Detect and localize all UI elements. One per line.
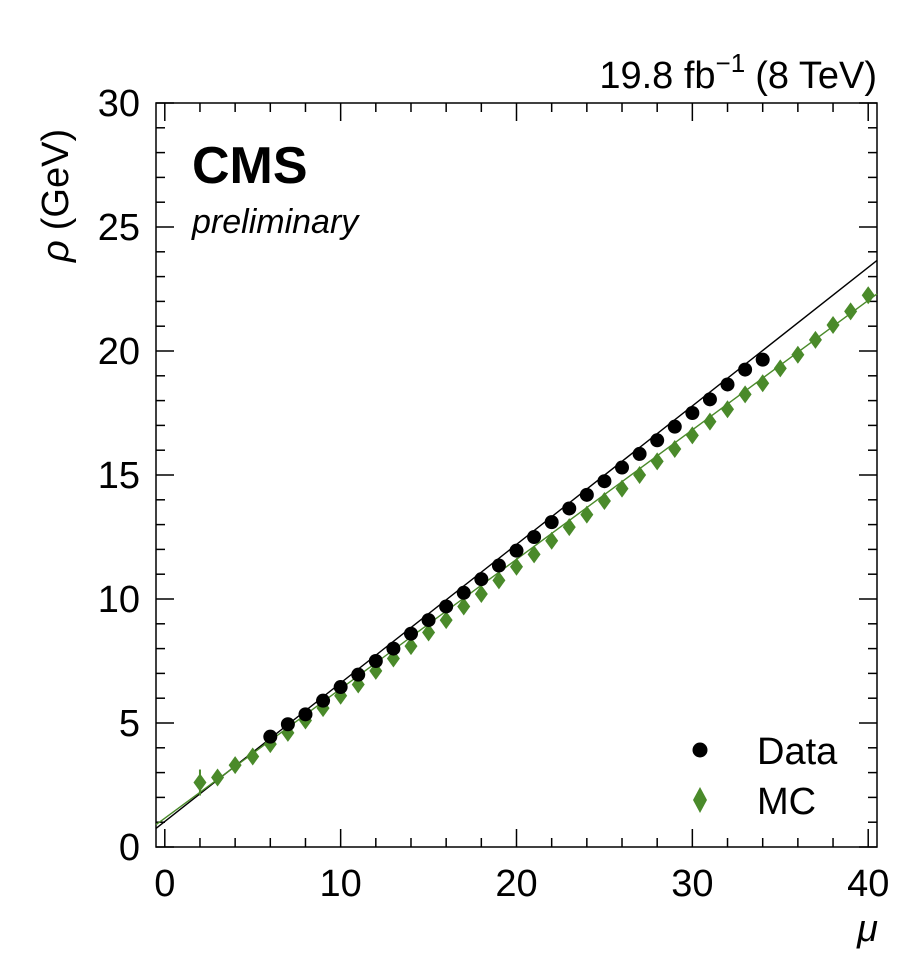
x-tick-label: 0 bbox=[154, 863, 175, 905]
x-tick-label: 30 bbox=[671, 863, 713, 905]
mc-point bbox=[808, 330, 822, 349]
mc-point bbox=[668, 439, 682, 458]
x-tick-label: 20 bbox=[495, 863, 537, 905]
x-axis-title: μ bbox=[856, 908, 878, 950]
data-point bbox=[368, 654, 383, 668]
data-point bbox=[333, 680, 348, 695]
y-tick-label: 0 bbox=[119, 827, 140, 869]
experiment-label: CMS bbox=[192, 137, 308, 195]
data-point bbox=[280, 717, 295, 732]
data-point bbox=[263, 729, 278, 744]
x-tick-label: 40 bbox=[847, 863, 889, 905]
mc-point bbox=[615, 479, 629, 498]
status-label: preliminary bbox=[191, 203, 360, 241]
mc-point bbox=[422, 623, 436, 642]
data-point bbox=[421, 613, 436, 628]
legend-data-label: Data bbox=[757, 731, 838, 773]
legend-mc-marker bbox=[693, 787, 707, 813]
data-point bbox=[685, 406, 700, 420]
mc-point bbox=[492, 571, 506, 590]
legend-mc-label: MC bbox=[757, 781, 816, 823]
data-point bbox=[439, 599, 454, 614]
data-point bbox=[755, 352, 770, 367]
y-axis-symbol: ρ bbox=[35, 240, 77, 263]
mc-point bbox=[562, 518, 576, 537]
mc-point bbox=[861, 286, 875, 305]
mc-point bbox=[439, 611, 453, 630]
mc-point bbox=[580, 505, 594, 524]
data-point bbox=[298, 707, 313, 722]
data-point bbox=[720, 377, 735, 392]
luminosity-energy-label: 19.8 fb−1 (8 TeV) bbox=[599, 48, 877, 97]
mc-point bbox=[844, 302, 858, 321]
axis-tick-labels: 0 10 20 30 40 0 5 10 15 20 25 30 bbox=[98, 83, 890, 905]
y-tick-label: 15 bbox=[98, 455, 140, 497]
data-point bbox=[650, 433, 665, 448]
data-point bbox=[632, 446, 647, 461]
mc-point bbox=[703, 412, 717, 431]
mc-point bbox=[527, 545, 541, 564]
y-axis-title: ρ (GeV) bbox=[35, 129, 77, 263]
legend-data-marker bbox=[692, 742, 708, 758]
y-axis-unit: (GeV) bbox=[35, 129, 77, 230]
mc-point bbox=[211, 768, 225, 787]
data-point bbox=[316, 693, 331, 708]
mc-point bbox=[650, 452, 664, 471]
y-tick-label: 5 bbox=[119, 703, 140, 745]
data-point bbox=[509, 543, 524, 558]
mc-point bbox=[685, 426, 699, 445]
mc-point bbox=[773, 359, 787, 378]
lumi-energy: (8 TeV) bbox=[755, 55, 877, 97]
data-point bbox=[702, 392, 717, 407]
data-point bbox=[491, 558, 506, 573]
legend: Data MC bbox=[692, 731, 838, 823]
mc-point bbox=[738, 385, 752, 404]
mc-point bbox=[826, 315, 840, 334]
data-point bbox=[667, 419, 682, 434]
data-point bbox=[456, 585, 471, 600]
data-point bbox=[544, 515, 559, 530]
mc-point bbox=[597, 492, 611, 511]
mc-point bbox=[246, 747, 260, 766]
y-tick-label: 20 bbox=[98, 331, 140, 373]
mc-point bbox=[404, 637, 418, 656]
y-tick-label: 30 bbox=[98, 83, 140, 125]
mc-point bbox=[756, 374, 770, 393]
data-point bbox=[615, 460, 630, 475]
mc-point bbox=[721, 400, 735, 419]
x-tick-label: 10 bbox=[320, 863, 362, 905]
mc-point bbox=[228, 756, 242, 775]
mc-point bbox=[457, 597, 471, 616]
data-point bbox=[562, 501, 577, 516]
data-point bbox=[474, 572, 489, 587]
data-points bbox=[193, 286, 875, 796]
axis-ticks bbox=[156, 102, 877, 848]
y-tick-label: 25 bbox=[98, 207, 140, 249]
data-point bbox=[579, 487, 594, 502]
mc-point bbox=[474, 585, 488, 604]
data-point bbox=[403, 626, 418, 641]
data-point bbox=[527, 530, 542, 544]
data-point bbox=[386, 641, 401, 656]
data-point bbox=[351, 667, 366, 682]
y-tick-label: 10 bbox=[98, 579, 140, 621]
mc-point bbox=[633, 466, 647, 484]
mc-point bbox=[545, 531, 559, 550]
mc-point bbox=[791, 345, 805, 364]
mc-point bbox=[193, 773, 207, 792]
lumi-value: 19.8 fb bbox=[599, 55, 715, 97]
data-point bbox=[738, 362, 753, 377]
lumi-exponent: −1 bbox=[716, 48, 746, 78]
mc-point bbox=[510, 557, 523, 576]
data-point bbox=[597, 474, 612, 489]
